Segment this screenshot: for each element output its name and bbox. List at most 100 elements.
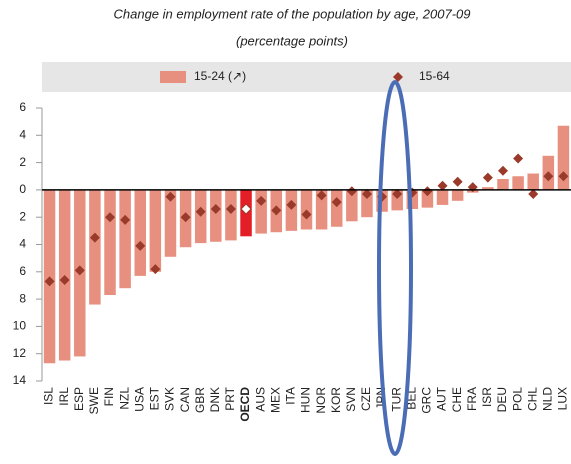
x-tick-label: LUX (556, 387, 570, 410)
x-tick-label: SVN (344, 387, 358, 412)
x-tick-label: ISL (42, 387, 56, 405)
diamond-marker (165, 191, 176, 202)
diamond-marker (256, 195, 267, 206)
bar (225, 189, 237, 241)
bar (436, 189, 449, 205)
diamond-marker (316, 190, 327, 201)
legend-swatch (393, 72, 403, 82)
diamond-marker (150, 264, 161, 275)
diamond-marker (225, 204, 236, 215)
bar (451, 189, 464, 201)
bar (255, 189, 267, 234)
chart-subtitle: (percentage points) (236, 33, 348, 48)
bar (164, 189, 177, 257)
diamond-marker (59, 274, 70, 285)
x-tick-label: USA (132, 387, 146, 412)
diamond-marker (89, 232, 100, 243)
y-tick-label: 4 (19, 237, 26, 251)
bar (315, 189, 328, 230)
y-tick-label: 2 (19, 155, 26, 169)
x-tick-label: POL (510, 387, 524, 411)
bar (391, 189, 403, 211)
diamond-marker (105, 212, 116, 223)
x-tick-label: GBR (193, 387, 207, 413)
x-tick-label: CAN (178, 387, 192, 412)
bar (330, 189, 343, 227)
diamond-marker (528, 188, 539, 199)
x-tick-label: ISR (480, 387, 494, 407)
diamond-marker (44, 276, 55, 287)
x-tick-label: FIN (102, 387, 116, 406)
legend-swatch (160, 71, 186, 83)
diamond-marker (180, 212, 191, 223)
diamond-marker (331, 197, 342, 208)
bar (210, 189, 222, 242)
y-tick-label: 2 (19, 209, 26, 223)
bar (557, 125, 570, 190)
y-tick-label: 8 (19, 291, 26, 305)
diamond-marker (301, 209, 312, 220)
bar (285, 189, 298, 231)
y-tick-label: 4 (19, 127, 26, 141)
x-tick-label: FRA (465, 387, 479, 411)
diamond-marker (558, 171, 569, 182)
y-tick-label: 10 (13, 319, 27, 333)
y-tick-label: 6 (19, 100, 26, 114)
diamond-marker (120, 214, 131, 225)
x-tick-label: CHL (525, 387, 539, 411)
diamond-marker (74, 265, 85, 276)
bar (104, 189, 116, 296)
bar (497, 178, 509, 190)
diamond-marker (452, 176, 463, 187)
y-tick-label: 6 (19, 264, 26, 278)
x-tick-label: DEU (495, 387, 509, 412)
x-tick-label: KOR (329, 387, 343, 413)
x-tick-label: HUN (299, 387, 313, 413)
x-tick-label: AUT (435, 386, 449, 411)
diamond-marker (513, 153, 524, 164)
bar (361, 189, 373, 218)
bar (482, 187, 494, 190)
diamond-marker (422, 186, 433, 197)
legend-label: 15-24 (↗) (194, 69, 246, 83)
bar (119, 189, 131, 289)
x-tick-label: IRL (57, 387, 71, 406)
x-tick-label: SVK (163, 387, 177, 411)
bar (149, 189, 162, 272)
x-tick-label: CZE (359, 387, 373, 411)
bar (421, 189, 434, 208)
y-tick-label: 12 (13, 346, 27, 360)
bar (134, 189, 146, 276)
x-tick-label: ITA (284, 387, 298, 405)
chart-title: Change in employment rate of the populat… (113, 6, 470, 21)
x-tick-label: NLD (541, 387, 555, 411)
diamond-marker (346, 186, 357, 197)
diamond-marker (543, 171, 554, 182)
bar (346, 189, 358, 222)
x-tick-label: AUS (253, 387, 267, 412)
diamond-marker (361, 188, 372, 199)
annotation-ellipse (377, 80, 413, 456)
x-tick-label: GRC (420, 387, 434, 414)
diamond-marker (240, 203, 252, 215)
diamond-marker (392, 188, 403, 199)
bar (406, 189, 419, 210)
diamond-marker (482, 172, 493, 183)
x-tick-label: OECD (238, 387, 252, 422)
diamond-marker (497, 165, 508, 176)
diamond-marker (437, 180, 448, 191)
y-tick-label: 14 (13, 373, 27, 387)
diamond-marker (286, 199, 297, 210)
x-tick-label: NZL (117, 387, 131, 410)
legend-background (42, 62, 571, 92)
y-tick-label: 0 (19, 182, 26, 196)
bar (527, 173, 539, 190)
x-tick-label: EST (148, 386, 162, 410)
x-tick-label: MEX (268, 387, 282, 413)
bar (89, 189, 101, 305)
bar (512, 176, 524, 190)
x-tick-label: PRT (223, 386, 237, 410)
x-tick-label: SWE (87, 387, 101, 414)
diamond-marker (135, 240, 146, 251)
